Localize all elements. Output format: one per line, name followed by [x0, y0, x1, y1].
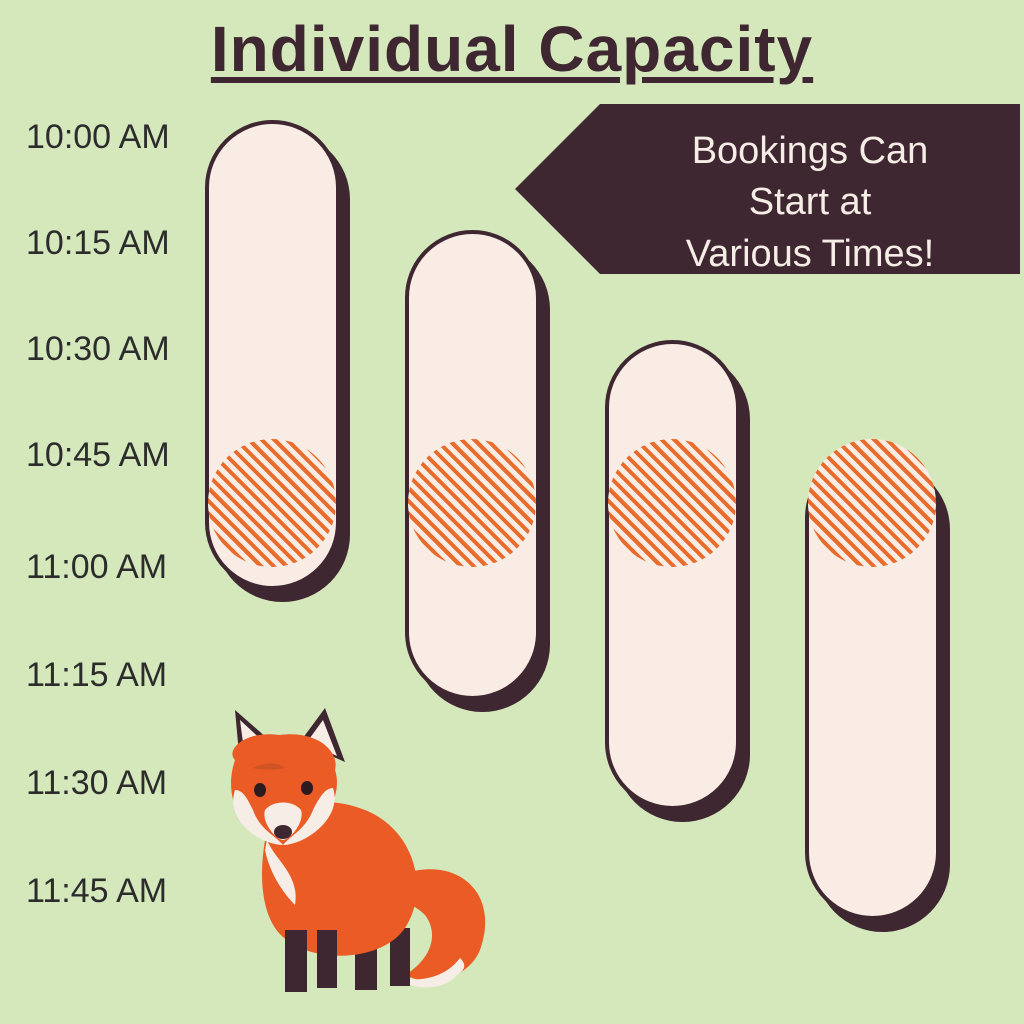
callout-arrow-icon [515, 104, 600, 274]
time-label: 10:30 AM [26, 330, 170, 369]
callout-banner: Bookings CanStart atVarious Times! [600, 104, 1020, 274]
callout-line: Bookings Can [628, 126, 992, 177]
callout-line: Various Times! [628, 229, 992, 280]
page-title: Individual Capacity [0, 12, 1024, 86]
hatch-circle-icon [608, 439, 736, 567]
time-label: 11:45 AM [26, 872, 167, 911]
time-label: 11:15 AM [26, 656, 167, 695]
hatch-circle-icon [408, 439, 536, 567]
time-label: 11:30 AM [26, 764, 167, 803]
time-label: 10:15 AM [26, 224, 170, 263]
hatch-circle-icon [208, 439, 336, 567]
fox-icon [205, 690, 495, 1000]
time-label: 10:00 AM [26, 118, 170, 157]
callout-line: Start at [628, 177, 992, 228]
time-label: 10:45 AM [26, 436, 170, 475]
hatch-circle-icon [808, 439, 936, 567]
booking-pill [605, 340, 740, 810]
time-label: 11:00 AM [26, 548, 167, 587]
